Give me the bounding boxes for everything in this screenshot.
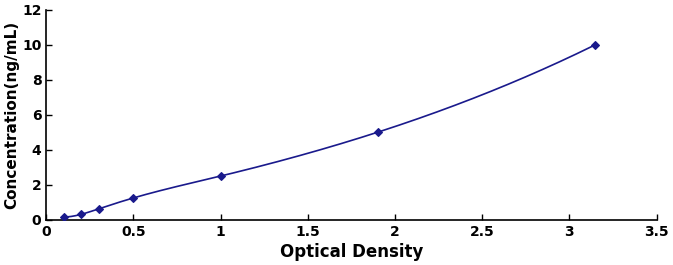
X-axis label: Optical Density: Optical Density — [280, 243, 423, 261]
Y-axis label: Concentration(ng/mL): Concentration(ng/mL) — [4, 21, 19, 209]
